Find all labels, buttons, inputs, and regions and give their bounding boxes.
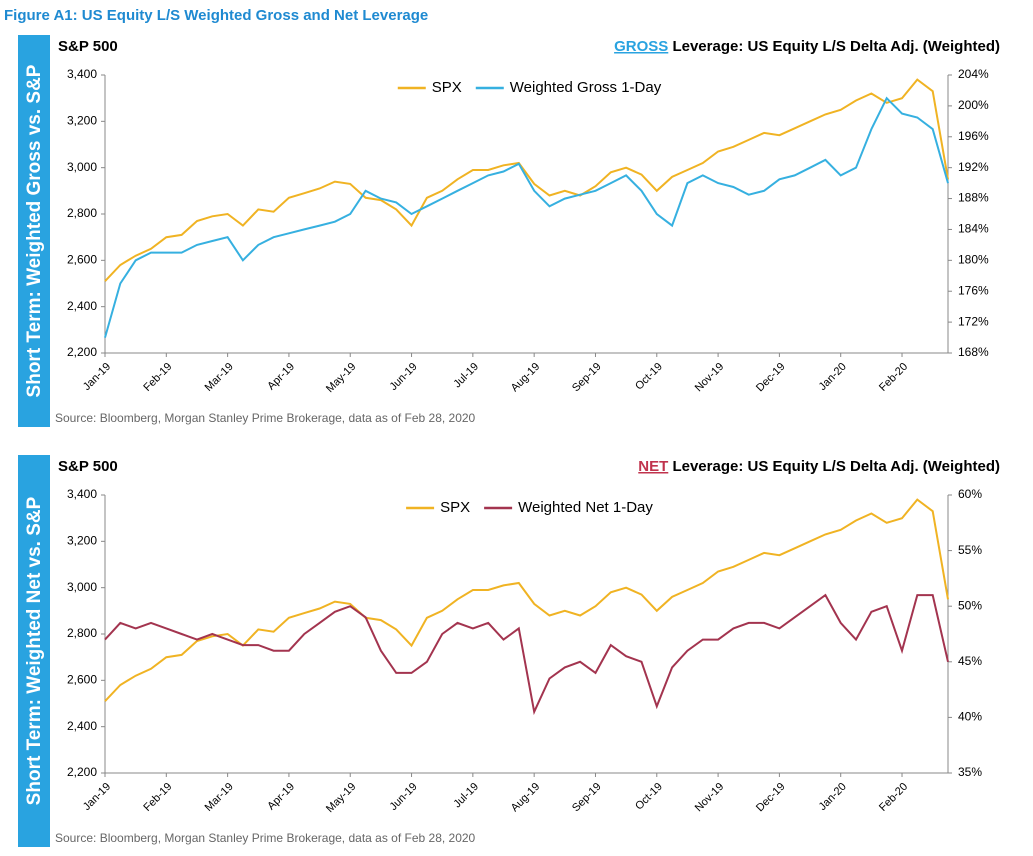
y-tick-label: 2,800 [67,206,97,220]
side-label: Short Term: Weighted Gross vs. S&P [24,64,45,397]
x-tick-label: Jan-19 [81,361,113,393]
x-tick-label: Sep-19 [570,361,604,395]
y2-tick-label: 196% [958,129,989,143]
x-tick-label: Feb-19 [141,781,174,814]
y2-tick-label: 180% [958,253,989,267]
x-tick-label: Jul-19 [451,361,481,391]
y-tick-label: 2,800 [67,626,97,640]
title-highlight: GROSS [614,38,668,55]
y-axis-title: S&P 500 [58,38,118,55]
y-tick-label: 3,000 [67,160,97,174]
series-line [104,96,949,338]
y2-tick-label: 60% [958,487,982,501]
chart-panel: Short Term: Weighted Net vs. S&P S&P 500 N… [18,455,1000,847]
title-highlight: NET [638,458,668,475]
side-label: Short Term: Weighted Net vs. S&P [24,496,45,805]
x-tick-label: May-19 [324,781,358,815]
legend-label: SPX [440,499,470,516]
y-tick-label: 2,200 [67,765,97,779]
legend-label: Weighted Gross 1-Day [510,79,662,96]
y2-tick-label: 172% [958,314,989,328]
chart-title: GROSS Leverage: US Equity L/S Delta Adj.… [614,38,1000,55]
y-tick-label: 3,400 [67,67,97,81]
x-tick-label: Oct-19 [633,361,665,393]
y2-tick-label: 35% [958,765,982,779]
x-tick-label: Dec-19 [754,781,788,815]
y2-tick-label: 55% [958,543,982,557]
y2-tick-label: 168% [958,345,989,359]
x-tick-label: Nov-19 [693,781,727,815]
x-tick-label: Dec-19 [754,361,788,395]
x-tick-label: Sep-19 [570,781,604,815]
legend: SPX Weighted Gross 1-Day [397,79,662,96]
title-text: Leverage: US Equity L/S Delta Adj. (Weig… [672,458,1000,475]
series-line [104,593,949,716]
x-tick-label: Aug-19 [509,361,543,395]
y-tick-label: 2,200 [67,345,97,359]
chart-panel: Short Term: Weighted Gross vs. S&P S&P 50… [18,35,1000,427]
x-tick-label: Jan-20 [817,781,849,813]
y-tick-label: 2,600 [67,673,97,687]
y2-tick-label: 176% [958,283,989,297]
side-band [18,35,50,427]
source-note: Source: Bloomberg, Morgan Stanley Prime … [55,831,476,845]
y-axis-title: S&P 500 [58,458,118,475]
y2-tick-label: 45% [958,654,982,668]
series-line [104,78,949,282]
x-tick-label: Nov-19 [693,361,727,395]
y-tick-label: 3,400 [67,487,97,501]
y-tick-label: 2,400 [67,299,97,313]
figure-title: Figure A1: US Equity L/S Weighted Gross … [4,7,428,24]
y2-tick-label: 192% [958,160,989,174]
y2-tick-label: 40% [958,710,982,724]
y-tick-label: 2,400 [67,719,97,733]
x-tick-label: Mar-19 [203,361,236,394]
x-tick-label: Apr-19 [265,781,297,813]
series-line [104,498,949,702]
y2-tick-label: 200% [958,98,989,112]
x-tick-label: Mar-19 [203,781,236,814]
x-tick-label: Jun-19 [387,361,419,393]
chart-title: NET Leverage: US Equity L/S Delta Adj. (… [638,458,1000,475]
source-note: Source: Bloomberg, Morgan Stanley Prime … [55,411,476,425]
y2-tick-label: 188% [958,191,989,205]
y2-tick-label: 184% [958,222,989,236]
y-tick-label: 3,000 [67,580,97,594]
legend-label: SPX [432,79,462,96]
side-band [18,455,50,847]
y-tick-label: 2,600 [67,253,97,267]
x-tick-label: Jul-19 [451,781,481,811]
y-tick-label: 3,200 [67,534,97,548]
x-tick-label: Jan-19 [81,781,113,813]
x-tick-label: Feb-20 [877,781,910,814]
x-tick-label: Jan-20 [817,361,849,393]
x-tick-label: Apr-19 [265,361,297,393]
x-tick-label: Jun-19 [387,781,419,813]
legend: SPX Weighted Net 1-Day [406,499,653,516]
y-tick-label: 3,200 [67,114,97,128]
x-tick-label: Aug-19 [509,781,543,815]
x-tick-label: Feb-19 [141,361,174,394]
x-tick-label: May-19 [324,361,358,395]
x-tick-label: Oct-19 [633,781,665,813]
y2-tick-label: 204% [958,67,989,81]
title-text: Leverage: US Equity L/S Delta Adj. (Weig… [672,38,1000,55]
y2-tick-label: 50% [958,598,982,612]
legend-label: Weighted Net 1-Day [518,499,653,516]
x-tick-label: Feb-20 [877,361,910,394]
